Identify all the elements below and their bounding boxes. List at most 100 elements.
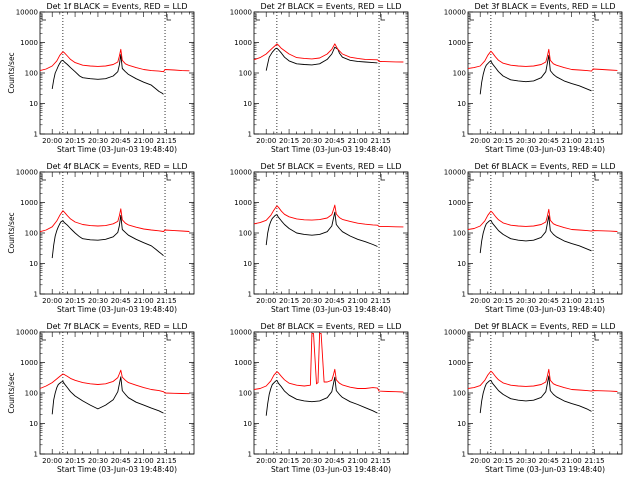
- x-axis-label: Start Time (03-Jun-03 19:48:40): [485, 305, 605, 314]
- chart-title: Det 4f BLACK = Events, RED = LLD: [46, 162, 187, 171]
- time-bracket-marker: [380, 334, 386, 341]
- y-tick-label: 10000: [16, 329, 38, 337]
- y-tick-label: 10: [243, 420, 252, 428]
- events-series-line: [479, 215, 592, 254]
- x-tick-label: 20:45: [325, 297, 345, 305]
- x-tick-label: 20:15: [279, 457, 299, 465]
- events-series-line: [51, 214, 164, 259]
- y-tick-label: 10: [243, 100, 252, 108]
- events-series-line: [265, 46, 378, 71]
- time-bracket-marker: [469, 334, 474, 341]
- y-tick-label: 1: [34, 131, 38, 139]
- time-bracket-marker: [469, 174, 474, 181]
- x-tick-label: 20:15: [65, 137, 85, 145]
- x-tick-label: 20:15: [279, 297, 299, 305]
- chart-title: Det 1f BLACK = Events, RED = LLD: [46, 2, 187, 11]
- y-tick-label: 10000: [230, 9, 252, 17]
- time-bracket-marker: [255, 14, 260, 21]
- x-tick-label: 20:30: [516, 297, 536, 305]
- x-tick-label: 20:30: [302, 457, 322, 465]
- x-tick-label: 20:30: [516, 457, 536, 465]
- y-tick-label: 1: [462, 131, 466, 139]
- time-bracket-marker: [166, 14, 172, 21]
- y-tick-label: 10: [457, 100, 466, 108]
- time-bracket-marker: [255, 174, 260, 181]
- y-tick-label: 10: [29, 260, 38, 268]
- y-tick-label: 10: [29, 420, 38, 428]
- x-tick-label: 20:30: [302, 297, 322, 305]
- x-tick-label: 20:15: [65, 457, 85, 465]
- chart-title: Det 2f BLACK = Events, RED = LLD: [260, 2, 401, 11]
- x-tick-label: 20:45: [111, 457, 131, 465]
- detector-chart-4: Det 4f BLACK = Events, RED = LLD 1 10 100 10…: [7, 162, 195, 314]
- lld-series-line: [253, 204, 404, 228]
- x-tick-label: 20:15: [279, 137, 299, 145]
- detector-chart-1: Det 1f BLACK = Events, RED = LLD 1 10 100 10…: [7, 2, 195, 154]
- time-bracket-marker: [594, 14, 600, 21]
- x-axis-label: Start Time (03-Jun-03 19:48:40): [271, 305, 391, 314]
- x-axis-label: Start Time (03-Jun-03 19:48:40): [57, 465, 177, 474]
- y-tick-label: 100: [453, 390, 466, 398]
- x-tick-label: 20:30: [88, 137, 108, 145]
- y-tick-label: 1: [34, 451, 38, 459]
- x-tick-label: 21:00: [562, 297, 582, 305]
- y-tick-label: 10000: [230, 169, 252, 177]
- y-tick-label: 1: [34, 291, 38, 299]
- x-tick-label: 20:15: [493, 457, 513, 465]
- x-tick-label: 21:00: [562, 457, 582, 465]
- x-tick-label: 20:00: [42, 137, 62, 145]
- detector-chart-3: Det 3f BLACK = Events, RED = LLD 1 10 100 10…: [444, 2, 623, 154]
- x-tick-label: 20:00: [470, 457, 490, 465]
- y-tick-label: 10000: [444, 169, 466, 177]
- y-tick-label: 100: [25, 390, 38, 398]
- time-bracket-marker: [380, 14, 386, 21]
- chart-title: Det 6f BLACK = Events, RED = LLD: [474, 162, 615, 171]
- y-tick-label: 100: [25, 70, 38, 78]
- x-axis-label: Start Time (03-Jun-03 19:48:40): [271, 145, 391, 154]
- detector-chart-8: Det 8f BLACK = Events, RED = LLD 1 10 100 10…: [230, 322, 409, 474]
- y-tick-label: 10000: [444, 329, 466, 337]
- x-tick-label: 21:15: [584, 137, 604, 145]
- x-axis-label: Start Time (03-Jun-03 19:48:40): [485, 465, 605, 474]
- events-series-line: [51, 376, 164, 415]
- x-tick-label: 20:00: [470, 137, 490, 145]
- y-tick-label: 1000: [448, 39, 466, 47]
- x-tick-label: 20:45: [539, 297, 559, 305]
- x-tick-label: 21:15: [156, 457, 176, 465]
- x-tick-label: 20:45: [111, 297, 131, 305]
- detector-chart-6: Det 6f BLACK = Events, RED = LLD 1 10 100 10…: [444, 162, 623, 314]
- detector-chart-2: Det 2f BLACK = Events, RED = LLD 1 10 100 10…: [230, 2, 409, 154]
- y-tick-label: 10: [243, 260, 252, 268]
- time-bracket-marker: [166, 174, 172, 181]
- x-axis-label: Start Time (03-Jun-03 19:48:40): [57, 145, 177, 154]
- x-tick-label: 20:30: [302, 137, 322, 145]
- x-tick-label: 21:00: [348, 457, 368, 465]
- events-series-line: [265, 211, 378, 247]
- events-series-line: [479, 54, 592, 95]
- x-tick-label: 20:45: [325, 457, 345, 465]
- time-bracket-marker: [380, 174, 386, 181]
- y-tick-label: 100: [239, 230, 252, 238]
- chart-title: Det 8f BLACK = Events, RED = LLD: [260, 322, 401, 331]
- y-tick-label: 100: [453, 70, 466, 78]
- x-tick-label: 21:15: [584, 297, 604, 305]
- y-tick-label: 1000: [448, 359, 466, 367]
- y-tick-label: 10: [29, 100, 38, 108]
- detector-chart-9: Det 9f BLACK = Events, RED = LLD 1 10 100 10…: [444, 322, 623, 474]
- y-tick-label: 10000: [16, 169, 38, 177]
- lld-series-line: [253, 43, 404, 63]
- y-tick-label: 1000: [20, 39, 38, 47]
- chart-title: Det 5f BLACK = Events, RED = LLD: [260, 162, 401, 171]
- x-tick-label: 21:00: [562, 137, 582, 145]
- y-tick-label: 1: [248, 131, 252, 139]
- y-tick-label: 1000: [234, 199, 252, 207]
- lld-series-line: [39, 369, 190, 395]
- lld-series-line: [39, 208, 190, 233]
- x-tick-label: 20:15: [493, 297, 513, 305]
- y-axis-label: Counts/sec: [7, 212, 16, 253]
- events-series-line: [51, 54, 164, 95]
- x-tick-label: 21:15: [370, 457, 390, 465]
- x-tick-label: 20:45: [111, 137, 131, 145]
- x-tick-label: 20:00: [42, 297, 62, 305]
